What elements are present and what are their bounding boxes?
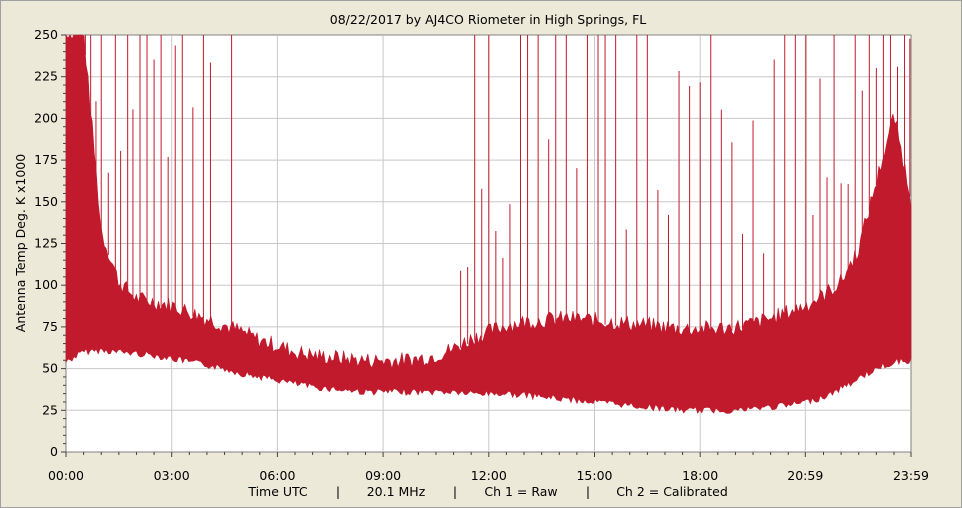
y-tick-label: 125 [34,236,58,251]
x-tick-label: 18:00 [682,468,718,483]
y-tick-label: 50 [42,361,58,376]
y-axis: 0 25 50 75 100 125 150 175 200 225 250 [34,27,66,459]
footer-legend: Time UTC | 20.1 MHz | Ch 1 = Raw | Ch 2 … [247,484,727,499]
data-series [65,33,912,415]
x-tick-label: 09:00 [365,468,401,483]
y-tick-label: 175 [34,152,58,167]
footer-ch2-label: Ch 2 = Calibrated [616,484,728,499]
series-ch1-raw [65,33,912,415]
footer-time-label: Time UTC [247,484,308,499]
y-tick-label: 200 [34,110,58,125]
x-axis: 00:00 03:00 06:00 09:00 12:00 15:00 18:00 20:59… [48,452,929,483]
footer-separator: | [453,484,457,499]
y-tick-label: 0 [50,444,58,459]
y-tick-label: 75 [42,319,58,334]
x-tick-label: 06:00 [259,468,295,483]
x-tick-label: 12:00 [471,468,507,483]
y-tick-label: 100 [34,277,58,292]
footer-ch1-label: Ch 1 = Raw [484,484,557,499]
y-tick-label: 25 [42,402,58,417]
footer-separator: | [336,484,340,499]
x-tick-label: 03:00 [154,468,190,483]
x-tick-label: 23:59 [893,468,929,483]
x-tick-label: 20:59 [787,468,823,483]
y-tick-label: 225 [34,69,58,84]
x-tick-label: 15:00 [576,468,612,483]
y-axis-label: Antenna Temp Deg. K x1000 [13,154,28,332]
x-tick-label: 00:00 [48,468,84,483]
y-tick-label: 250 [34,27,58,42]
footer-separator: | [586,484,590,499]
y-tick-label: 150 [34,194,58,209]
footer-frequency: 20.1 MHz [367,484,426,499]
chart-title: 08/22/2017 by AJ4CO Riometer in High Spr… [330,12,646,27]
